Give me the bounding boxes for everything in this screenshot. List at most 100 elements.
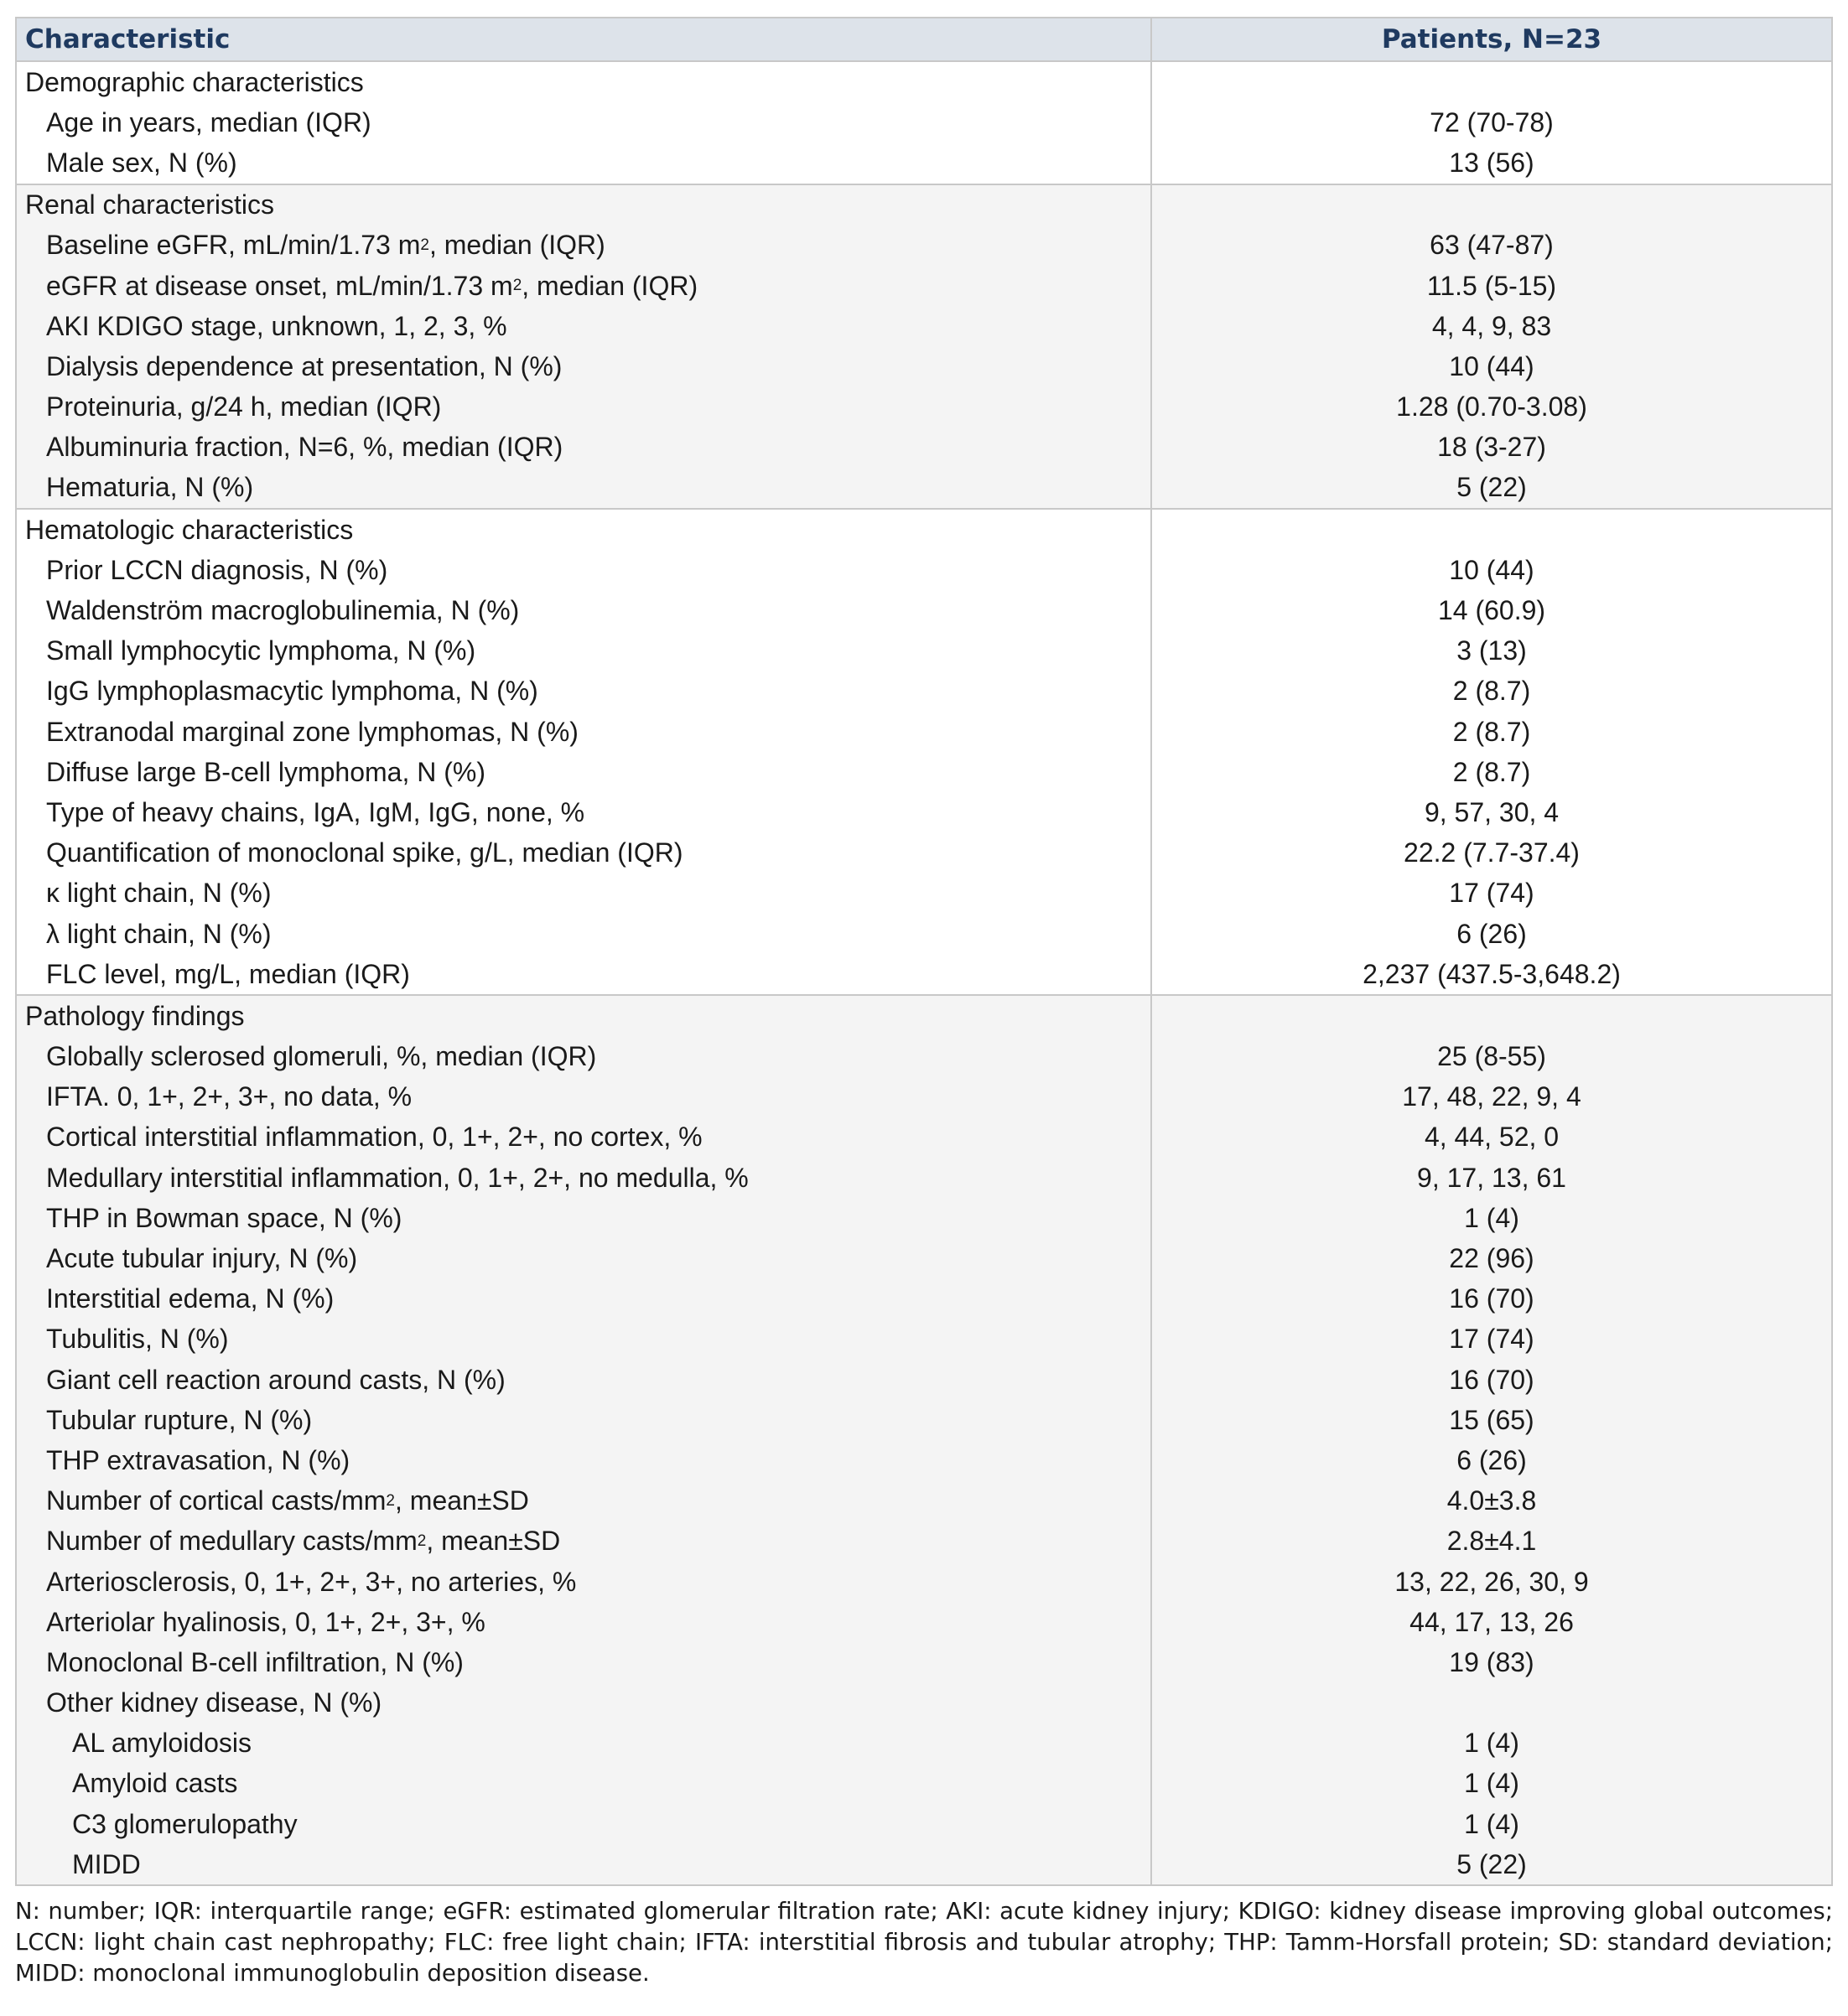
row-value: 5 (22) <box>1456 472 1527 503</box>
row-label-text: , mean±SD <box>395 1485 529 1516</box>
row-value: 17 (74) <box>1449 1324 1534 1355</box>
row-label-text: , median (IQR) <box>522 270 698 301</box>
row-label-text: Number of cortical casts/mm <box>46 1485 387 1516</box>
row-label: FLC level, mg/L, median (IQR) <box>17 954 1152 995</box>
row-value: 1 (4) <box>1464 1768 1519 1799</box>
row-value: 17 (74) <box>1449 878 1534 909</box>
table-row: Interstitial edema, N (%) 16 (70) <box>17 1278 1831 1319</box>
row-value: 2.8±4.1 <box>1446 1526 1537 1557</box>
table-row: C3 glomerulopathy 1 (4) <box>17 1804 1831 1845</box>
table-row: Amyloid casts 1 (4) <box>17 1763 1831 1805</box>
row-value: 22.2 (7.7-37.4) <box>1404 837 1580 868</box>
table-row: Giant cell reaction around casts, N (%) 1… <box>17 1360 1831 1401</box>
row-value: 25 (8-55) <box>1437 1041 1546 1072</box>
row-label: AKI KDIGO stage, unknown, 1, 2, 3, % <box>17 306 1152 347</box>
table-row: Arteriosclerosis, 0, 1+, 2+, 3+, no arte… <box>17 1561 1831 1603</box>
row-value: 11.5 (5-15) <box>1426 270 1557 301</box>
table-row: THP in Bowman space, N (%) 1 (4) <box>17 1198 1831 1239</box>
row-label-text: Number of medullary casts/mm <box>46 1526 418 1557</box>
table-section: Renal characteristics Baseline eGFR, mL/m… <box>17 184 1831 510</box>
section-header-row: Hematologic characteristics <box>17 510 1831 551</box>
row-value: 14 (60.9) <box>1437 595 1546 626</box>
table-row: Quantification of monoclonal spike, g/L,… <box>17 832 1831 873</box>
row-label: Tubulitis, N (%) <box>17 1319 1152 1360</box>
row-value: 2 (8.7) <box>1452 676 1531 707</box>
table-section: Demographic characteristics Age in years,… <box>17 62 1831 185</box>
row-label: Hematuria, N (%) <box>17 467 1152 509</box>
table-row: Tubular rupture, N (%) 15 (65) <box>17 1400 1831 1441</box>
row-value: 44, 17, 13, 26 <box>1409 1606 1574 1637</box>
row-label: κ light chain, N (%) <box>17 873 1152 914</box>
row-value: 13 (56) <box>1449 147 1534 178</box>
row-value: 4, 44, 52, 0 <box>1424 1122 1560 1153</box>
table-row: κ light chain, N (%) 17 (74) <box>17 873 1831 914</box>
row-label: Tubular rupture, N (%) <box>17 1400 1152 1441</box>
row-value: 1 (4) <box>1464 1728 1519 1759</box>
row-label: Monoclonal B-cell infiltration, N (%) <box>17 1642 1152 1683</box>
row-value: 16 (70) <box>1449 1283 1534 1314</box>
row-value: 1.28 (0.70-3.08) <box>1396 391 1587 422</box>
section-header-row: Demographic characteristics <box>17 62 1831 103</box>
row-value: 63 (47-87) <box>1430 230 1554 261</box>
row-label: Quantification of monoclonal spike, g/L,… <box>17 832 1152 873</box>
row-label: Number of cortical casts/mm 2, mean±SD <box>17 1480 1152 1521</box>
table-row: Male sex, N (%) 13 (56) <box>17 143 1831 184</box>
row-label: Medullary interstitial inflammation, 0, … <box>17 1158 1152 1199</box>
table-row: Dialysis dependence at presentation, N (… <box>17 346 1831 387</box>
table-row: Number of cortical casts/mm 2, mean±SD 4.0… <box>17 1480 1831 1521</box>
table-section: Hematologic characteristics Prior LCCN di… <box>17 510 1831 997</box>
table-row: Diffuse large B-cell lymphoma, N (%) 2 (8… <box>17 752 1831 793</box>
row-value: 2,237 (437.5-3,648.2) <box>1363 958 1621 989</box>
row-label: Globally sclerosed glomeruli, %, median … <box>17 1036 1152 1077</box>
row-value: 16 (70) <box>1449 1364 1534 1395</box>
row-label: Acute tubular injury, N (%) <box>17 1238 1152 1279</box>
row-value: 13, 22, 26, 30, 9 <box>1394 1566 1589 1597</box>
row-label: λ light chain, N (%) <box>17 913 1152 955</box>
row-label-text: , median (IQR) <box>428 230 605 261</box>
row-label: Cortical interstitial inflammation, 0, 1… <box>17 1117 1152 1158</box>
row-label: Arteriolar hyalinosis, 0, 1+, 2+, 3+, % <box>17 1602 1152 1643</box>
row-label: AL amyloidosis <box>17 1723 1152 1764</box>
row-value: 6 (26) <box>1456 1444 1527 1475</box>
table-row: THP extravasation, N (%) 6 (26) <box>17 1440 1831 1481</box>
table-row: Small lymphocytic lymphoma, N (%) 3 (13) <box>17 630 1831 671</box>
row-label: Small lymphocytic lymphoma, N (%) <box>17 630 1152 671</box>
row-value: 10 (44) <box>1449 350 1534 381</box>
row-label-text: eGFR at disease onset, mL/min/1.73 m <box>46 270 513 301</box>
row-label: C3 glomerulopathy <box>17 1804 1152 1845</box>
table-row: Arteriolar hyalinosis, 0, 1+, 2+, 3+, % 4… <box>17 1602 1831 1643</box>
table-row: Waldenström macroglobulinemia, N (%) 14 (… <box>17 590 1831 631</box>
table-body: Demographic characteristics Age in years,… <box>17 62 1831 1885</box>
section-title: Hematologic characteristics <box>17 510 1152 551</box>
row-value: 18 (3-27) <box>1437 432 1546 463</box>
table-row: λ light chain, N (%) 6 (26) <box>17 913 1831 955</box>
table-row: Prior LCCN diagnosis, N (%) 10 (44) <box>17 550 1831 591</box>
row-value: 6 (26) <box>1456 918 1527 949</box>
section-header-row: Pathology findings <box>17 996 1831 1037</box>
table-footnote: N: number; IQR: interquartile range; eGF… <box>15 1898 1833 1987</box>
row-value: 1 (4) <box>1464 1202 1519 1233</box>
row-value: 4, 4, 9, 83 <box>1431 310 1552 341</box>
row-label: Amyloid casts <box>17 1763 1152 1805</box>
row-label: Waldenström macroglobulinemia, N (%) <box>17 590 1152 631</box>
row-value: 10 (44) <box>1449 554 1534 585</box>
table-row: Cortical interstitial inflammation, 0, 1… <box>17 1117 1831 1158</box>
table-row: Age in years, median (IQR) 72 (70-78) <box>17 102 1831 143</box>
row-label: Albuminuria fraction, N=6, %, median (IQ… <box>17 427 1152 468</box>
table-row: Number of medullary casts/mm 2, mean±SD 2.… <box>17 1521 1831 1562</box>
section-header-row: Renal characteristics <box>17 184 1831 225</box>
row-label: Interstitial edema, N (%) <box>17 1278 1152 1319</box>
row-label: Male sex, N (%) <box>17 143 1152 184</box>
row-value: 2 (8.7) <box>1452 716 1531 747</box>
table-row: Albuminuria fraction, N=6, %, median (IQ… <box>17 427 1831 468</box>
table-row: Extranodal marginal zone lymphomas, N (%… <box>17 712 1831 753</box>
row-label: Giant cell reaction around casts, N (%) <box>17 1360 1152 1401</box>
row-label: Dialysis dependence at presentation, N (… <box>17 346 1152 387</box>
row-value: 9, 57, 30, 4 <box>1424 796 1560 827</box>
table-section: Pathology findings Globally sclerosed glo… <box>17 996 1831 1885</box>
row-label: MIDD <box>17 1844 1152 1885</box>
row-value: 15 (65) <box>1449 1404 1534 1435</box>
